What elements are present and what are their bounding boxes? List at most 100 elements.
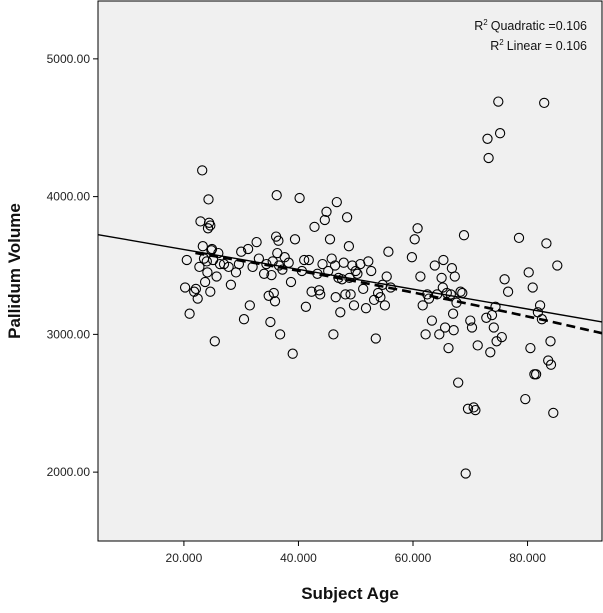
data-point bbox=[482, 133, 493, 144]
data-point bbox=[202, 267, 213, 278]
data-point bbox=[527, 282, 538, 293]
data-point bbox=[269, 296, 281, 307]
data-point bbox=[443, 342, 454, 354]
data-point bbox=[499, 274, 510, 285]
data-point bbox=[472, 340, 483, 351]
data-point bbox=[205, 286, 216, 297]
data-point bbox=[447, 308, 459, 319]
linear-fit-line bbox=[97, 233, 603, 323]
data-point bbox=[536, 314, 548, 325]
data-point bbox=[189, 286, 200, 297]
data-point bbox=[253, 253, 265, 264]
data-point bbox=[481, 312, 492, 323]
plot-area bbox=[97, 0, 603, 542]
data-point bbox=[525, 342, 536, 354]
data-point bbox=[273, 235, 284, 246]
data-point bbox=[520, 393, 531, 405]
data-point bbox=[541, 238, 552, 249]
data-point bbox=[343, 241, 355, 252]
data-point bbox=[199, 276, 211, 288]
data-point bbox=[319, 214, 330, 226]
data-point bbox=[317, 258, 328, 270]
data-point bbox=[192, 293, 203, 304]
data-point bbox=[263, 290, 274, 301]
data-point bbox=[300, 301, 312, 312]
data-point bbox=[412, 223, 423, 234]
data-point bbox=[223, 261, 234, 273]
data-point bbox=[268, 287, 279, 299]
data-point bbox=[330, 292, 341, 303]
data-point bbox=[488, 322, 499, 333]
data-point bbox=[233, 258, 245, 270]
data-point bbox=[466, 322, 478, 333]
data-point bbox=[313, 285, 325, 296]
data-point bbox=[251, 236, 262, 248]
data-point bbox=[213, 247, 224, 259]
data-point bbox=[502, 286, 514, 297]
data-point bbox=[312, 268, 323, 279]
data-point bbox=[360, 303, 372, 314]
data-point bbox=[315, 289, 326, 300]
data-point bbox=[335, 307, 346, 318]
data-point bbox=[457, 287, 468, 299]
data-point bbox=[460, 468, 471, 479]
legend: R2 Quadratic =0.106 R2 Linear = 0.106 bbox=[474, 18, 587, 53]
data-point bbox=[238, 314, 250, 325]
data-point bbox=[379, 300, 391, 311]
data-point bbox=[184, 308, 195, 319]
data-point bbox=[483, 152, 494, 164]
data-point bbox=[309, 221, 320, 233]
data-point bbox=[513, 232, 525, 244]
data-point bbox=[494, 128, 506, 139]
data-point bbox=[417, 300, 428, 311]
y-tick-label: 4000.00 bbox=[47, 190, 91, 204]
data-point bbox=[283, 257, 294, 268]
data-point bbox=[381, 271, 392, 282]
data-point bbox=[375, 292, 386, 303]
legend-linear: R2 Linear = 0.106 bbox=[490, 38, 587, 53]
y-tick-label: 5000.00 bbox=[47, 52, 91, 66]
data-point bbox=[277, 264, 288, 275]
data-point bbox=[287, 348, 298, 359]
data-point bbox=[493, 96, 504, 107]
data-point bbox=[179, 282, 191, 293]
y-tick-label: 2000.00 bbox=[47, 465, 91, 479]
data-point bbox=[406, 252, 418, 263]
data-point bbox=[265, 316, 276, 328]
data-point bbox=[261, 258, 272, 270]
data-point bbox=[448, 325, 459, 336]
data-points bbox=[179, 96, 563, 479]
data-point bbox=[299, 254, 310, 266]
data-point bbox=[429, 260, 440, 271]
data-point bbox=[321, 206, 332, 217]
data-point bbox=[344, 272, 355, 284]
data-point bbox=[455, 286, 466, 297]
data-point bbox=[438, 254, 449, 266]
data-point bbox=[197, 165, 208, 176]
data-point bbox=[431, 289, 443, 300]
data-point bbox=[194, 261, 205, 273]
data-point bbox=[534, 300, 546, 311]
legend-quadratic: R2 Quadratic =0.106 bbox=[474, 18, 587, 33]
data-point bbox=[409, 234, 420, 245]
data-point bbox=[523, 267, 534, 278]
data-point bbox=[423, 293, 435, 304]
data-point bbox=[328, 329, 339, 340]
data-point bbox=[446, 263, 458, 274]
data-point bbox=[324, 234, 336, 245]
data-point bbox=[345, 289, 356, 300]
data-point bbox=[358, 283, 369, 295]
data-point bbox=[274, 329, 286, 340]
data-point bbox=[296, 265, 308, 277]
data-point bbox=[348, 300, 360, 311]
x-tick-label: 60.000 bbox=[395, 551, 432, 565]
data-point bbox=[244, 300, 255, 311]
data-point bbox=[530, 369, 542, 380]
data-point bbox=[426, 315, 438, 326]
data-point bbox=[545, 359, 557, 370]
data-point bbox=[462, 403, 474, 414]
x-tick-label: 40.000 bbox=[280, 551, 317, 565]
data-point bbox=[242, 243, 254, 255]
data-point bbox=[323, 265, 334, 277]
data-point bbox=[294, 192, 305, 204]
